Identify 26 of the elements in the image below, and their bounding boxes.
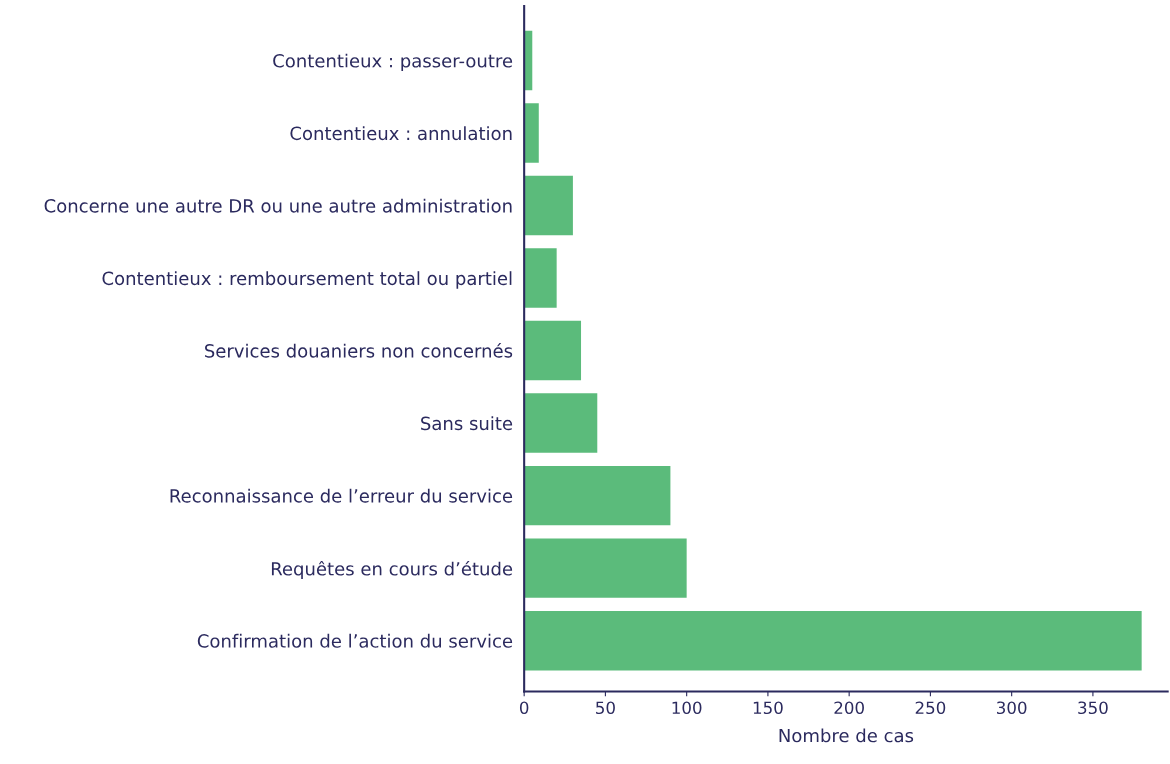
- x-tick-label: 350: [1078, 701, 1108, 715]
- bar: [524, 465, 671, 526]
- x-tick-label: 300: [997, 701, 1027, 715]
- bar: [524, 538, 687, 598]
- bar: [524, 175, 573, 236]
- bar: [524, 393, 598, 453]
- x-tick-label: 250: [915, 701, 946, 715]
- x-tick-label: 0: [519, 701, 529, 715]
- y-tick-label: Sans suite: [421, 416, 513, 431]
- y-tick-label: Contentieux : passer-outre: [273, 53, 513, 72]
- bar: [524, 248, 557, 308]
- y-tick-label: Reconnaissance de l’erreur du service: [170, 488, 513, 503]
- x-tick-label: 200: [834, 701, 864, 715]
- y-tick-label: Contentieux : annulation: [290, 126, 512, 141]
- y-tick-label: Concerne une autre DR ou une autre administration: [44, 198, 512, 213]
- y-tick-label: Requêtes en cours d’étude: [271, 560, 513, 580]
- x-axis-title: Nombre de cas: [779, 728, 914, 743]
- bar: [524, 103, 539, 163]
- y-tick-label: Contentieux : remboursement total ou partiel: [102, 271, 512, 289]
- y-tick-label: Services douaniers non concernés: [205, 343, 513, 358]
- y-tick-label: Confirmation de l’action du service: [197, 633, 513, 648]
- bar: [524, 610, 1142, 671]
- x-tick-label: 50: [596, 701, 615, 715]
- x-tick-label: 100: [672, 701, 702, 715]
- bar: [524, 320, 582, 381]
- x-tick-label: 150: [753, 701, 783, 715]
